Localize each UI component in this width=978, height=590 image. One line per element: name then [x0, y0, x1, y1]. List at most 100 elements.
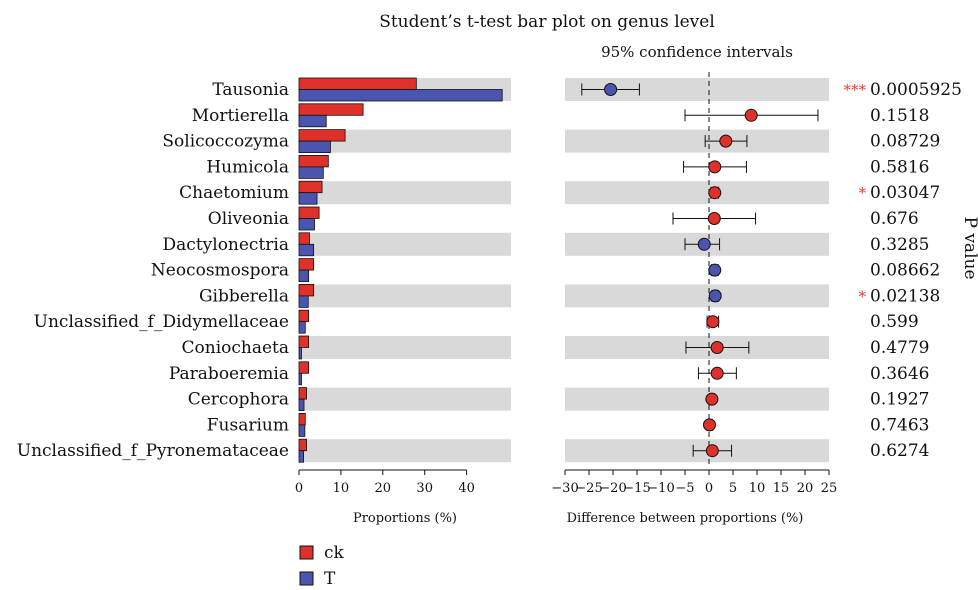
difference-tick-label: 15	[773, 481, 790, 496]
bar-T	[298, 269, 310, 283]
difference-tick-label: 10	[749, 481, 766, 496]
difference-tick-label: −5	[675, 481, 694, 496]
bar-T	[298, 321, 306, 334]
proportions-axis-label: Proportions (%)	[353, 511, 457, 526]
bar-T	[298, 372, 302, 386]
p-value: 0.1927	[870, 390, 929, 410]
difference-point	[710, 341, 724, 354]
legend-label-T: T	[324, 569, 336, 589]
bar-ck	[298, 412, 306, 426]
difference-axis-label: Difference between proportions (%)	[567, 511, 804, 526]
difference-point	[604, 83, 618, 96]
difference-point	[705, 392, 719, 406]
difference-tick-label: 5	[729, 481, 737, 496]
bar-T	[298, 89, 503, 102]
genus-label: Chaetomium	[179, 183, 289, 203]
difference-tick-label: 0	[705, 481, 713, 496]
p-value: 0.3285	[870, 235, 929, 255]
bar-ck	[298, 309, 310, 323]
difference-tick-label: −25	[575, 481, 602, 496]
p-value: 0.4779	[870, 338, 929, 358]
difference-tick-label: −30	[551, 481, 578, 496]
genus-label: Unclassified_f_Didymellaceae	[34, 312, 289, 332]
p-value: 0.03047	[870, 183, 940, 203]
bar-T	[298, 218, 315, 231]
bar-T	[298, 347, 302, 360]
bar-T	[298, 166, 324, 179]
significance-stars: *	[859, 287, 867, 305]
genus-label: Unclassified_f_Pyronemataceae	[17, 441, 289, 461]
p-value: 0.599	[870, 312, 919, 332]
proportions-tick-label: 40	[458, 481, 475, 496]
bar-ck	[298, 103, 364, 116]
p-value-axis-label: P value	[960, 216, 978, 279]
proportions-tick-label: 30	[416, 481, 433, 496]
genus-label: Mortierella	[192, 106, 289, 126]
p-value: 0.08662	[870, 261, 940, 281]
bar-T	[298, 243, 315, 257]
legend-label-ck: ck	[324, 543, 345, 563]
genus-label: Cercophora	[188, 390, 289, 410]
ci-title: 95% confidence intervals	[601, 43, 793, 61]
p-value: 0.02138	[870, 286, 940, 306]
proportions-tick-label: 0	[295, 481, 303, 496]
difference-point	[708, 186, 722, 200]
difference-tick-label: −20	[599, 481, 626, 496]
left-row-band	[299, 232, 511, 256]
bar-ck	[298, 77, 417, 90]
genus-label: Humicola	[206, 157, 289, 177]
chart-title: Student’s t-test bar plot on genus level	[379, 12, 715, 32]
difference-point	[697, 237, 711, 251]
bar-ck	[298, 438, 307, 452]
difference-point	[705, 444, 719, 458]
proportions-tick-label: 20	[375, 481, 392, 496]
bar-ck	[298, 361, 310, 374]
difference-point	[719, 134, 733, 148]
difference-tick-label: 20	[797, 481, 814, 496]
difference-point	[710, 366, 724, 380]
legend: ck T	[299, 543, 345, 589]
genus-label: Gibberella	[199, 286, 289, 306]
bar-ck	[298, 335, 310, 348]
p-value: 0.3646	[870, 364, 929, 384]
difference-point	[707, 212, 721, 225]
significance-stars: *	[859, 184, 867, 202]
left-row-band	[299, 439, 511, 463]
bar-ck	[298, 206, 320, 219]
proportions-panel: Tausonia Mortierella Solicoccozyma Humicola…	[17, 77, 511, 526]
difference-point	[702, 418, 716, 432]
difference-point	[744, 108, 758, 122]
right-row-band	[565, 78, 829, 101]
difference-point	[708, 289, 722, 303]
bar-T	[298, 450, 305, 463]
bar-ck	[298, 154, 329, 168]
genus-label: Paraboeremia	[169, 364, 289, 384]
right-row-band	[565, 387, 829, 411]
right-row-band	[565, 129, 829, 153]
genus-label: Solicoccozyma	[162, 132, 289, 152]
bar-ck	[298, 180, 323, 194]
right-row-band	[565, 181, 829, 205]
bar-T	[298, 140, 331, 154]
left-row-band	[299, 181, 511, 205]
difference-tick-label: −15	[623, 481, 650, 496]
genus-label: Dactylonectria	[163, 235, 289, 255]
difference-tick-label: 25	[821, 481, 838, 496]
bar-T	[298, 192, 318, 205]
genus-label: Coniochaeta	[182, 338, 290, 358]
p-value: 0.08729	[870, 132, 940, 152]
left-row-band	[299, 336, 511, 359]
genus-label: Neocosmospora	[151, 261, 289, 281]
right-row-band	[565, 284, 829, 308]
genus-label: Oliveonia	[208, 209, 289, 229]
significance-stars: ***	[844, 81, 867, 99]
genus-label: Tausonia	[212, 80, 289, 100]
bar-ck	[298, 258, 315, 271]
p-value: 0.6274	[870, 441, 929, 461]
legend-swatch-T	[299, 571, 314, 586]
left-row-band	[299, 129, 511, 153]
bar-T	[298, 398, 305, 412]
difference-point	[708, 263, 722, 277]
